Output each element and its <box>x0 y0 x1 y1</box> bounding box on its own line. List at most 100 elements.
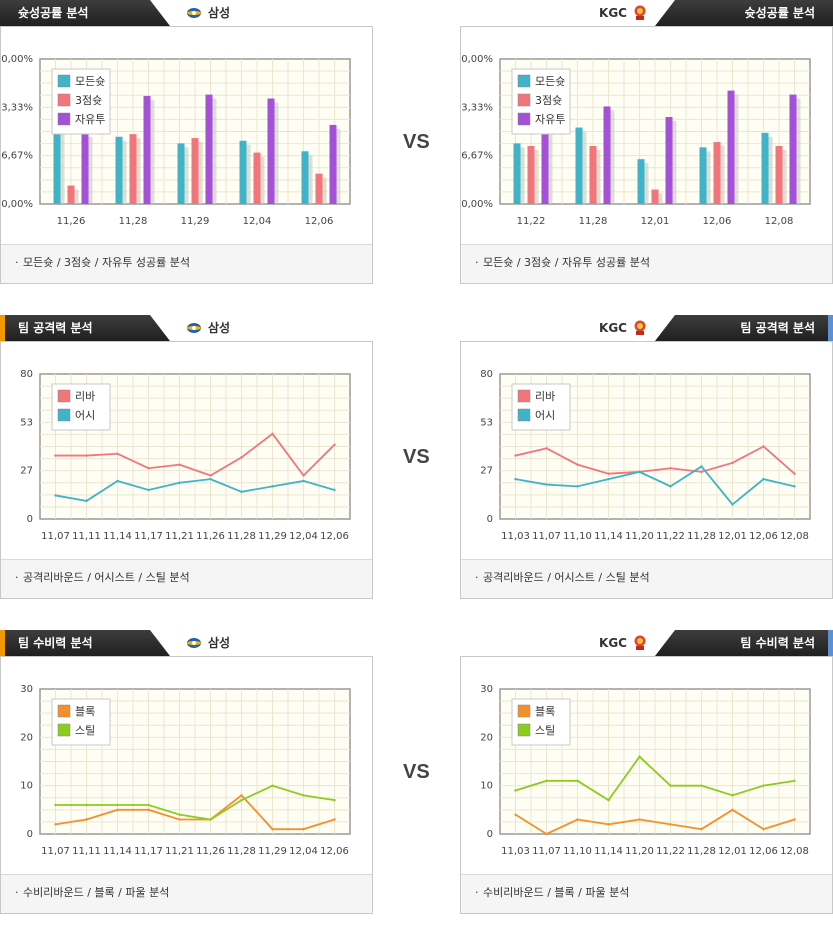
y-tick-label: 0,00% <box>1 199 33 210</box>
team-name: 삼성 <box>208 636 231 650</box>
bar <box>177 143 185 204</box>
data-point <box>178 818 181 821</box>
data-point <box>514 477 517 481</box>
section-title-tab: 팀 수비력 분석 <box>655 630 833 656</box>
data-point <box>333 818 336 821</box>
data-point <box>514 789 517 792</box>
y-tick-label: 10 <box>480 781 493 792</box>
series-line <box>515 445 796 475</box>
bar <box>315 173 323 204</box>
chart-panel-left: 80 53 27 0 11,07 11,11 11,14 11,17 11,21 11,26 11,… <box>0 341 373 599</box>
data-point <box>607 477 610 481</box>
y-tick-label: 73,33% <box>461 102 493 113</box>
legend-label: 블록 <box>75 705 95 718</box>
series-line <box>55 794 335 831</box>
x-tick-label: 11,28 <box>579 216 608 227</box>
accent-bar <box>0 630 5 656</box>
bar-shadow <box>181 147 189 204</box>
chart-panel-right: 110,00% 73,33% 36,67% 0,00% 11,22 11,28 12,01 1… <box>460 26 833 284</box>
bar-shadow <box>641 163 649 204</box>
team-name: KGC <box>599 6 627 20</box>
legend-label: 리바 <box>75 390 95 403</box>
bar <box>115 136 123 204</box>
team-left[interactable]: 삼성 <box>186 315 230 341</box>
vs-label: VS <box>403 761 430 783</box>
team-right[interactable]: KGC <box>599 630 647 656</box>
data-point <box>271 784 274 787</box>
data-point <box>700 465 703 468</box>
y-tick-label: 110,00% <box>1 54 33 65</box>
y-tick-label: 53 <box>20 417 33 428</box>
data-point <box>669 467 672 470</box>
x-tick-label: 11,14 <box>594 531 623 542</box>
data-point <box>302 474 305 477</box>
team-left[interactable]: 삼성 <box>186 0 230 26</box>
legend-label: 어시 <box>75 409 95 422</box>
team-right[interactable]: KGC <box>599 0 647 26</box>
y-tick-label: 0 <box>27 514 33 525</box>
line-chart: 30 20 10 0 11,03 11,07 11,10 11,14 11,20 11,22 11,… <box>480 684 811 857</box>
data-point <box>700 827 703 831</box>
data-point <box>793 485 796 488</box>
bar <box>789 94 797 204</box>
data-point <box>54 454 57 457</box>
team-left[interactable]: 삼성 <box>186 630 230 656</box>
bar-shadow <box>717 146 725 204</box>
section-defense: 팀 수비력 분석 삼성 KGC 팀 수비력 분석 30 20 10 0 11,07 11,… <box>0 630 833 930</box>
y-tick-label: 36,67% <box>1 151 33 162</box>
x-tick-label: 11,14 <box>103 531 132 542</box>
section-title-tab: 팀 수비력 분석 <box>0 630 170 656</box>
x-tick-label: 11,21 <box>165 846 194 857</box>
data-point <box>209 818 212 821</box>
bar-shadow <box>85 136 93 204</box>
x-tick-label: 12,08 <box>780 846 809 857</box>
data-point <box>85 499 88 503</box>
y-tick-label: 27 <box>20 466 33 477</box>
data-point <box>576 818 579 821</box>
header-right: KGC 팀 공격력 분석 <box>433 315 833 341</box>
bar <box>603 106 611 204</box>
bar <box>651 189 659 204</box>
y-tick-label: 30 <box>480 684 493 695</box>
data-point <box>147 803 150 807</box>
data-point <box>638 755 641 758</box>
section-title-tab: 슛성공률 분석 <box>655 0 833 26</box>
bar-shadow <box>703 151 711 204</box>
data-point <box>178 481 181 484</box>
x-tick-label: 11,11 <box>72 531 101 542</box>
x-tick-label: 12,08 <box>765 216 794 227</box>
data-point <box>54 494 57 497</box>
bar-shadow <box>209 98 217 204</box>
bar-shadow <box>731 94 739 204</box>
legend-swatch <box>57 408 71 422</box>
header-right: KGC 슛성공률 분석 <box>433 0 833 26</box>
bar-shadow <box>257 156 265 204</box>
data-point <box>147 808 150 812</box>
data-point <box>731 794 734 797</box>
data-point <box>209 474 212 477</box>
data-point <box>271 827 274 831</box>
team-right[interactable]: KGC <box>599 315 647 341</box>
bar-shadow <box>305 155 313 204</box>
x-tick-label: 11,26 <box>57 216 86 227</box>
y-tick-label: 10 <box>20 781 33 792</box>
x-tick-label: 11,07 <box>532 846 561 857</box>
data-point <box>669 784 672 787</box>
x-tick-label: 11,28 <box>687 531 716 542</box>
series-line <box>515 808 795 836</box>
line-chart: 80 53 27 0 11,03 11,07 11,10 11,14 11,20 11,22 11,… <box>480 369 811 542</box>
bar <box>205 94 213 204</box>
y-tick-label: 20 <box>480 732 493 743</box>
chart-footer: 수비리바운드 / 블록 / 파울 분석 <box>1 874 372 913</box>
header-left: 팀 수비력 분석 삼성 <box>0 630 400 656</box>
bar-shadow <box>579 131 587 204</box>
series-line <box>55 432 336 477</box>
accent-bar <box>0 315 5 341</box>
legend-label: 리바 <box>535 390 555 403</box>
x-tick-label: 11,26 <box>196 531 225 542</box>
x-tick-label: 12,04 <box>243 216 272 227</box>
legend-swatch <box>517 723 531 737</box>
bar-shadow <box>765 136 773 204</box>
x-tick-label: 11,22 <box>656 531 685 542</box>
